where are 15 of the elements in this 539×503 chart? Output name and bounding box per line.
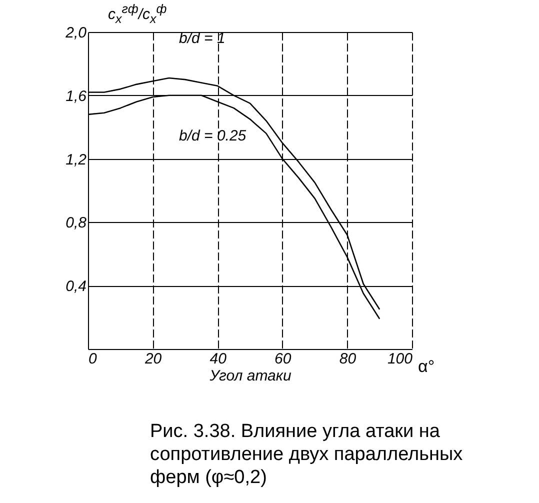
- x-axis-title: Угол атаки: [208, 368, 292, 384]
- x-tick-label: 0: [88, 350, 98, 368]
- y-tick-label: 2,0: [64, 24, 88, 42]
- x-tick-label: 60: [274, 350, 292, 368]
- x-tick-label: 20: [144, 350, 162, 368]
- text: Рис. 3.38. Влияние угла атаки на сопротивление двух параллельных ферм (φ≈0,2): [150, 420, 464, 489]
- text: α°: [418, 357, 435, 376]
- y-tick-label: 1,2: [66, 151, 88, 168]
- x-tick-label: 100: [387, 350, 414, 368]
- y-tick-label: 0,4: [66, 278, 86, 296]
- y-tick-label: 1,6: [66, 88, 88, 105]
- x-tick-label: 40: [210, 350, 228, 368]
- x-tick-label: 80: [339, 350, 357, 368]
- text: b/d = 1: [179, 30, 226, 47]
- y-tick-label: 0,8: [66, 214, 88, 232]
